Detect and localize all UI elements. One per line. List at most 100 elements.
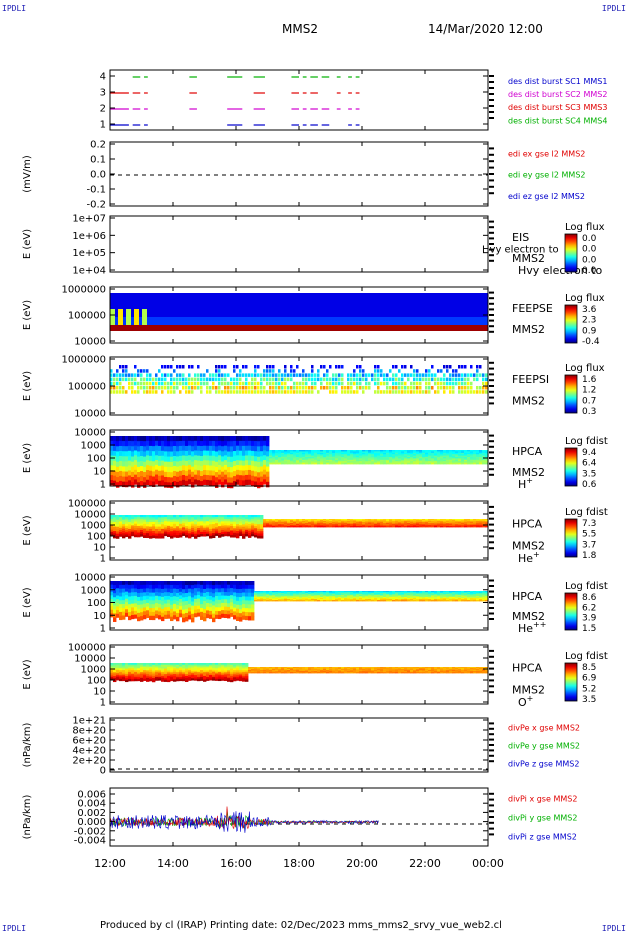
spectrogram-cell [386,459,390,462]
spectrogram-cell [260,517,264,521]
spectrogram-cell [305,596,309,598]
spectrogram-cell [122,584,126,590]
spectrogram-cell [299,381,302,386]
spectrogram-cell [431,598,435,600]
spectrogram-cell [290,594,294,596]
spectrogram-cell [152,588,156,594]
spectrogram-cell [260,476,264,483]
spectrogram-cell [122,611,126,616]
spectrogram-cell [146,524,150,527]
instrument-label: FEEPSI [512,373,549,386]
spectrogram-cell [110,377,113,382]
spectrogram-cell [164,596,168,601]
spectrogram-cell [113,605,117,610]
spectrogram-cell [179,528,183,531]
spectrogram-cell [152,515,156,518]
spectrogram-cell [353,450,357,452]
spectrogram-cell [188,469,192,475]
spectrogram-cell [176,581,180,586]
spectrogram-cell [245,521,249,524]
spectrogram-cell [152,670,156,673]
spectrogram-cell [152,436,156,442]
spectrogram-cell [155,588,159,593]
spectrogram-cell [194,535,198,539]
spectrogram-cell [482,523,486,525]
spectrogram-cell [356,451,360,454]
spectrogram-cell [233,607,237,612]
spectrogram-cell [467,591,471,593]
spectrogram-cell [326,595,330,597]
spectrogram-cell [296,599,300,601]
spectrogram-cell [395,459,399,462]
spectrogram-cell [437,377,440,382]
spectrogram-cell [326,597,330,599]
colorbar-tick-label: 8.6 [582,593,597,603]
spectrogram-cell [248,584,252,590]
spectrogram-cell [401,600,405,602]
spectrogram-cell [437,369,440,373]
spectrogram-cell [338,591,342,593]
spectrogram-cell [398,593,402,595]
spectrogram-cell [461,452,465,455]
spectrogram-cell [269,594,273,596]
spectrogram-cell [248,390,251,394]
spectrogram-cell [152,581,156,586]
spectrogram-cell [287,598,291,600]
spectrogram-cell [416,524,420,526]
spectrogram-cell [296,519,300,521]
spectrogram-cell [344,600,348,602]
spectrogram-cell [146,373,149,377]
spectrogram-cell [251,596,255,601]
spectrogram-cell [464,600,468,602]
spectrogram-cell [332,598,336,600]
spectrogram-cell [173,526,177,529]
spectrogram-cell [185,532,189,536]
spectrogram-cell [257,456,261,463]
spectrogram-cell [194,598,198,603]
spectrogram-cell [209,445,213,452]
spectrogram-cell [119,390,122,394]
spectrogram-cell [425,592,429,594]
spectrogram-cell [407,523,411,525]
spectrogram-cell [317,521,321,523]
spectrogram-cell [299,390,302,394]
spectrogram-cell [389,451,393,454]
spectrogram-cell [119,615,123,621]
spectrogram-cell [422,598,426,600]
spectrogram-cell [152,526,156,530]
spectrogram-cell [245,612,249,617]
y-tick-label: 10 [93,467,106,478]
spectrogram-cell [482,450,486,452]
spectrogram-cell [275,450,279,452]
spectrogram-cell [467,381,470,386]
spectrogram-cell [437,523,441,525]
spectrogram-cell [110,525,114,528]
spectrogram-cell [149,377,152,382]
spectrogram-cell [155,517,159,521]
spectrogram-cell [134,673,138,676]
spectrogram-cell [341,523,345,525]
spectrogram-cell [344,461,348,463]
spectrogram-cell [332,592,336,594]
spectrogram-cell [455,593,459,595]
spectrogram-cell [329,459,333,462]
corner-label-tr: IPDLI [601,4,626,13]
spectrogram-cell [317,458,321,461]
spectrogram-cell [356,365,359,369]
spectrogram-cell [110,440,114,447]
spectrogram-cell [329,525,333,527]
spectrogram-cell [401,526,405,528]
spectrogram-cell [236,616,240,622]
spectrogram-cell [254,599,258,601]
spectrogram-cell [245,519,249,522]
spectrogram-cell [479,519,483,521]
spectrogram-cell [245,584,249,590]
spectrogram-cell [458,599,462,601]
spectrogram-cell [206,369,209,373]
spectrogram-cell [395,458,399,461]
spectrogram-cell [173,532,177,536]
spectrogram-cell [179,517,183,520]
spectrogram-cell [362,455,366,458]
spectrogram-cell [248,469,252,476]
spectrogram-cell [278,519,282,521]
